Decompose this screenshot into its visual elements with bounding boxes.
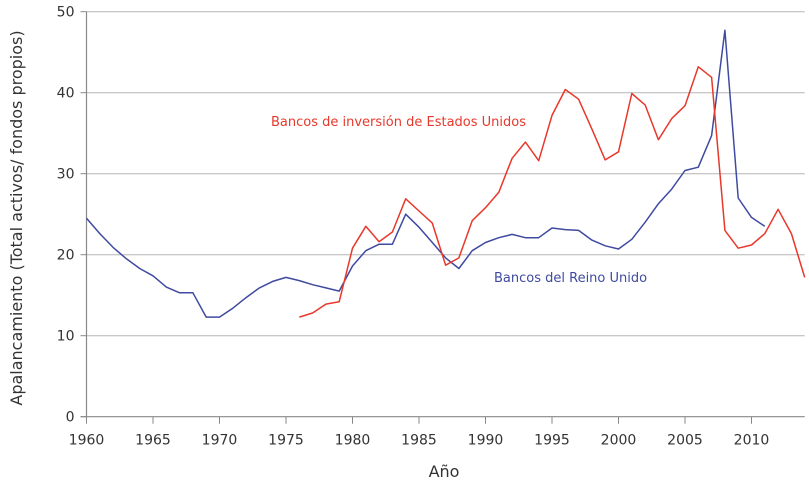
y-tick-label: 10	[57, 329, 75, 345]
series-label-us-investment-banks: Bancos de inversión de Estados Unidos	[271, 115, 526, 130]
x-tick-label: 2010	[734, 433, 770, 449]
x-tick-label: 1960	[69, 433, 105, 449]
series-lines	[85, 29, 806, 318]
y-tick-label: 0	[66, 410, 75, 426]
y-tick-label: 30	[57, 167, 75, 183]
x-tick-label: 2000	[601, 433, 637, 449]
series-label-uk-banks: Bancos del Reino Unido	[494, 271, 647, 286]
axes	[80, 11, 805, 418]
x-tick-label: 1970	[202, 433, 238, 449]
x-tick-label: 1985	[401, 433, 437, 449]
x-tick-label: 1990	[468, 433, 504, 449]
x-tick-label: 1975	[268, 433, 304, 449]
x-tick-label: 1980	[335, 433, 371, 449]
x-tick-label: 1965	[135, 433, 171, 449]
y-tick-label: 50	[57, 5, 75, 21]
y-tick-label: 20	[57, 248, 75, 264]
x-tick-label: 1995	[534, 433, 570, 449]
x-axis-ticks: 1960 1965 1970 1975 1980 1985 1990 1995 2000 2005…	[69, 416, 770, 449]
y-axis-ticks: 0 10 20 30 40 50	[57, 5, 87, 426]
y-tick-label: 40	[57, 86, 75, 102]
gridlines	[86, 11, 805, 337]
x-axis-title: Año	[429, 462, 460, 481]
uk-banks-line	[85, 29, 766, 318]
x-tick-label: 2005	[667, 433, 703, 449]
y-axis-title: Apalancamiento (Total activos/ fondos pr…	[7, 30, 26, 405]
us-investment-banks-line	[299, 66, 806, 318]
